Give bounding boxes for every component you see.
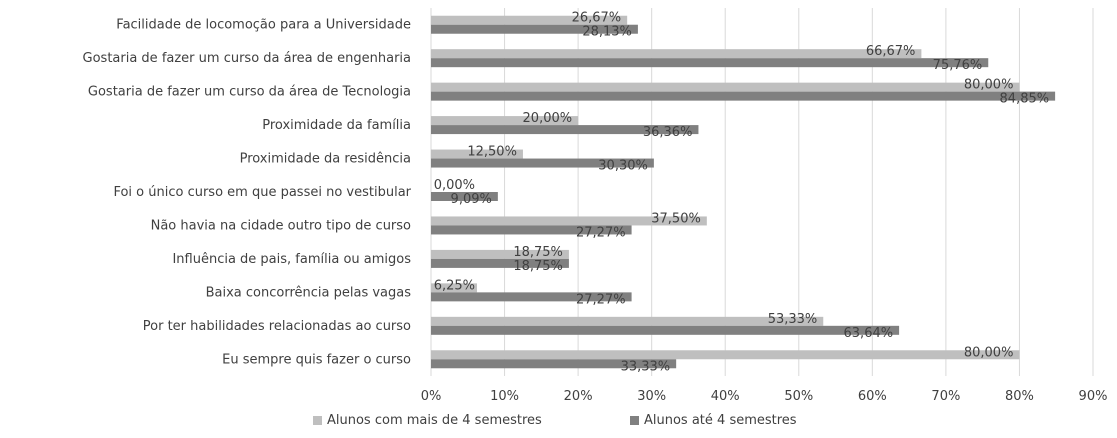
bar-series-2 (431, 292, 632, 302)
category-label: Eu sempre quis fazer o curso (222, 352, 411, 367)
data-label-series-1: 18,75% (513, 245, 563, 260)
legend: Alunos com mais de 4 semestres Alunos até… (313, 413, 797, 428)
data-label-series-2: 36,36% (643, 125, 693, 140)
data-label-series-2: 30,30% (598, 159, 648, 174)
data-label-series-1: 12,50% (467, 145, 517, 160)
data-label-series-2: 75,76% (933, 58, 983, 73)
bar-series-1 (431, 82, 1020, 92)
data-label-series-2: 33,33% (621, 359, 671, 374)
bar-series-2 (431, 24, 638, 34)
x-tick-label: 80% (1005, 389, 1034, 404)
data-label-series-1: 80,00% (964, 345, 1014, 360)
bar-series-2 (431, 125, 699, 135)
x-tick-label: 50% (784, 389, 813, 404)
x-tick-label: 90% (1079, 389, 1108, 404)
category-label: Baixa concorrência pelas vagas (206, 285, 412, 300)
x-axis-ticks: 0% 10% 20% 30% 40% 50% 60% 70% 80% 90% (421, 389, 1108, 404)
data-label-series-2: 9,09% (451, 192, 492, 207)
x-tick-label: 40% (711, 389, 740, 404)
bar-series-2 (431, 158, 654, 168)
bar-series-2 (431, 225, 632, 235)
x-tick-label: 0% (421, 389, 442, 404)
grid-lines (430, 8, 1094, 376)
bar-series-2 (431, 91, 1056, 101)
category-labels: Facilidade de locomoção para a Universid… (83, 18, 412, 368)
category-label: Proximidade da residência (240, 152, 411, 167)
x-tick-label: 20% (564, 389, 593, 404)
data-label-series-1: 20,00% (523, 111, 573, 126)
bar-series-2 (431, 58, 989, 68)
data-label-series-1: 37,50% (651, 211, 701, 226)
x-tick-label: 10% (490, 389, 519, 404)
category-label: Não havia na cidade outro tipo de curso (151, 218, 411, 233)
x-tick-label: 60% (858, 389, 887, 404)
bar-series-1 (431, 216, 707, 226)
bar-series-1 (431, 15, 628, 25)
x-tick-label: 30% (637, 389, 666, 404)
category-label: Por ter habilidades relacionadas ao curs… (143, 319, 411, 334)
data-label-series-2: 84,85% (1000, 92, 1050, 107)
data-label-series-2: 18,75% (513, 259, 563, 274)
bar-series-1 (431, 49, 922, 59)
data-labels: 26,67%28,13%66,67%75,76%80,00%84,85%20,0… (434, 11, 1049, 375)
bar-series-1 (431, 249, 569, 259)
legend-swatch-series-2 (630, 416, 639, 425)
data-label-series-1: 0,00% (434, 178, 475, 193)
bar-series-1 (431, 283, 477, 293)
data-label-series-1: 26,67% (572, 11, 622, 26)
legend-label-series-1: Alunos com mais de 4 semestres (327, 413, 542, 428)
bar-series-1 (431, 149, 523, 159)
data-label-series-1: 6,25% (434, 278, 475, 293)
bar-series-1 (431, 316, 824, 326)
category-label: Gostaria de fazer um curso da área de Te… (88, 85, 411, 100)
bar-series-2 (431, 192, 498, 201)
category-label: Gostaria de fazer um curso da área de en… (83, 51, 411, 66)
legend-label-series-2: Alunos até 4 semestres (644, 413, 797, 428)
category-label: Facilidade de locomoção para a Universid… (116, 18, 411, 33)
category-label: Foi o único curso em que passei no vesti… (113, 185, 411, 200)
category-label: Influência de pais, família ou amigos (172, 252, 411, 267)
legend-swatch-series-1 (313, 416, 322, 425)
data-label-series-2: 28,13% (582, 25, 632, 40)
bar-series-2 (431, 359, 677, 369)
bar-series-1 (431, 350, 1020, 360)
bar-series-1 (431, 116, 579, 126)
data-label-series-1: 80,00% (964, 78, 1014, 93)
data-label-series-2: 27,27% (576, 225, 626, 240)
data-label-series-1: 53,33% (768, 312, 818, 327)
data-label-series-2: 27,27% (576, 292, 626, 307)
x-tick-label: 70% (931, 389, 960, 404)
bar-series-2 (431, 258, 569, 268)
data-label-series-1: 66,67% (866, 44, 916, 59)
data-label-series-2: 63,64% (844, 326, 894, 341)
category-label: Proximidade da família (262, 118, 411, 133)
bar-series-2 (431, 325, 900, 335)
bars (431, 15, 1056, 369)
